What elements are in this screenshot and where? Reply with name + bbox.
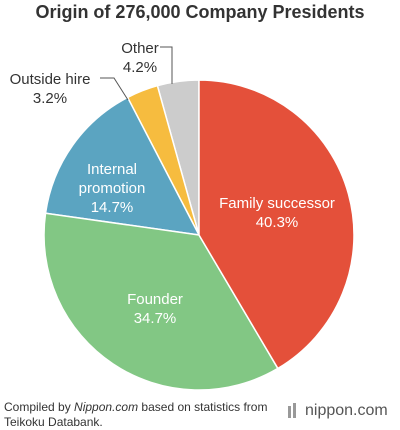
slice-name: Founder <box>127 291 183 308</box>
slice-value: 34.7% <box>133 310 177 327</box>
slice-name: Outside hire <box>9 71 91 88</box>
slice-label: Other 4.2% <box>40 39 240 77</box>
logo-icon <box>288 403 296 418</box>
slice-name: Other <box>121 40 159 57</box>
slice-label: Founder 34.7% <box>55 290 255 328</box>
leader-line <box>100 77 129 101</box>
slice-label: Internal promotion 14.7% <box>67 160 157 217</box>
pie-slice <box>44 96 201 236</box>
leader-line <box>160 46 173 84</box>
slice-label: Family successor 40.3% <box>177 194 377 232</box>
pie-slice <box>43 212 279 391</box>
chart-title: Origin of 276,000 Company Presidents <box>35 2 365 22</box>
logo: nippon.com <box>305 402 388 419</box>
slice-name: Internal promotion <box>78 161 146 197</box>
slice-label: Outside hire 3.2% <box>0 70 150 108</box>
slice-name: Family successor <box>219 195 335 212</box>
pie-slice <box>198 79 355 370</box>
slice-value: 14.7% <box>90 199 134 216</box>
footer-text: based on statistics from Teikoku Databan… <box>4 400 268 429</box>
footer-text: Compiled by <box>4 400 71 414</box>
slice-value: 4.2% <box>122 59 158 76</box>
footer-source: Nippon.com <box>74 400 139 414</box>
slice-value: 40.3% <box>255 214 299 231</box>
footer: Compiled by Nippon.com based on statisti… <box>4 400 274 430</box>
slice-value: 3.2% <box>32 90 68 107</box>
